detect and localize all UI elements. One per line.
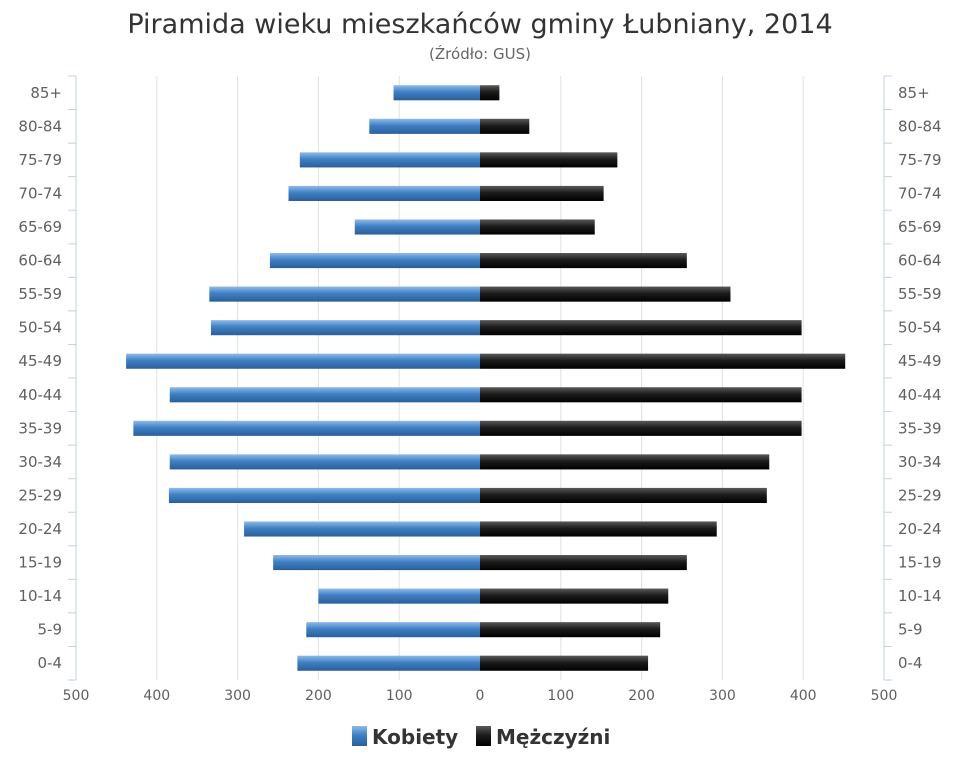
bar-kobiety-60-64 xyxy=(269,253,480,269)
category-label-right: 15-19 xyxy=(898,554,942,572)
bar-mezczyzni-85+ xyxy=(480,85,500,101)
bar-mezczyzni-50-54 xyxy=(480,320,802,336)
legend-label: Mężczyźni xyxy=(496,725,610,749)
bar-mezczyzni-65-69 xyxy=(480,219,595,235)
category-label-left: 15-19 xyxy=(18,554,62,572)
bar-mezczyzni-75-79 xyxy=(480,152,618,168)
category-label-right: 35-39 xyxy=(898,419,942,437)
x-tick-labels: 500 400 300 200 100 0 100 200 300 400 500 xyxy=(63,688,898,704)
bar-mezczyzni-40-44 xyxy=(480,387,802,403)
bar-kobiety-65-69 xyxy=(354,219,480,235)
bar-kobiety-50-54 xyxy=(210,320,480,336)
category-label-left: 65-69 xyxy=(18,218,62,236)
bar-kobiety-70-74 xyxy=(288,185,480,201)
category-label-right: 65-69 xyxy=(898,218,942,236)
category-label-right: 25-29 xyxy=(898,486,942,504)
bar-mezczyzni-55-59 xyxy=(480,286,731,302)
category-label-right: 45-49 xyxy=(898,352,942,370)
bar-kobiety-85+ xyxy=(393,85,480,101)
x-tick-label: 500 xyxy=(63,688,90,704)
bar-mezczyzni-45-49 xyxy=(480,353,846,369)
category-label-left: 25-29 xyxy=(18,486,62,504)
category-label-left: 5-9 xyxy=(38,621,63,639)
bar-mezczyzni-70-74 xyxy=(480,185,604,201)
bar-kobiety-75-79 xyxy=(299,152,480,168)
bar-mezczyzni-25-29 xyxy=(480,487,767,503)
bar-mezczyzni-60-64 xyxy=(480,253,687,269)
category-label-right: 85+ xyxy=(898,84,930,102)
category-label-left: 40-44 xyxy=(18,386,62,404)
category-label-right: 30-34 xyxy=(898,453,942,471)
category-label-left: 10-14 xyxy=(18,587,62,605)
category-label-left: 20-24 xyxy=(18,520,62,538)
bar-kobiety-30-34 xyxy=(169,454,480,470)
category-labels: 0-4 0-4 5-9 5-9 10-14 10-14 15-19 15-19 20-24 20-… xyxy=(18,84,941,672)
bar-mezczyzni-0-4 xyxy=(480,655,649,671)
category-label-left: 45-49 xyxy=(18,352,62,370)
bar-kobiety-35-39 xyxy=(133,420,481,436)
x-tick-label: 400 xyxy=(143,688,170,704)
category-label-right: 50-54 xyxy=(898,319,942,337)
bar-mezczyzni-35-39 xyxy=(480,420,802,436)
category-label-left: 60-64 xyxy=(18,252,62,270)
bar-mezczyzni-20-24 xyxy=(480,521,717,537)
bar-kobiety-40-44 xyxy=(169,387,480,403)
bar-kobiety-80-84 xyxy=(369,118,480,134)
legend-swatch xyxy=(476,726,491,746)
bar-mezczyzni-10-14 xyxy=(480,588,669,604)
category-label-right: 60-64 xyxy=(898,252,942,270)
category-label-left: 70-74 xyxy=(18,184,62,202)
bar-kobiety-15-19 xyxy=(273,555,480,571)
legend-item-mezczyzni[interactable]: Mężczyźni xyxy=(476,725,610,749)
x-tick-label: 0 xyxy=(476,688,485,704)
x-tick-label: 100 xyxy=(386,688,413,704)
category-label-right: 5-9 xyxy=(898,621,923,639)
category-label-left: 75-79 xyxy=(18,151,62,169)
bar-mezczyzni-15-19 xyxy=(480,555,687,571)
category-label-left: 55-59 xyxy=(18,285,62,303)
bar-kobiety-25-29 xyxy=(168,487,481,503)
x-tick-label: 300 xyxy=(224,688,251,704)
axes xyxy=(68,75,892,681)
bars xyxy=(126,85,846,671)
bar-kobiety-45-49 xyxy=(126,353,480,369)
category-label-left: 0-4 xyxy=(38,654,63,672)
chart-subtitle: (Źródło: GUS) xyxy=(429,44,531,63)
x-tick-label: 200 xyxy=(305,688,332,704)
x-tick-label: 500 xyxy=(871,688,898,704)
category-label-right: 80-84 xyxy=(898,117,942,135)
category-label-right: 20-24 xyxy=(898,520,942,538)
bar-kobiety-20-24 xyxy=(244,521,480,537)
bar-kobiety-10-14 xyxy=(318,588,480,604)
legend[interactable]: Kobiety Mężczyźni xyxy=(352,725,610,749)
chart-title: Piramida wieku mieszkańców gminy Łubnian… xyxy=(127,9,832,40)
bar-kobiety-5-9 xyxy=(306,622,480,638)
category-label-right: 10-14 xyxy=(898,587,942,605)
bar-kobiety-55-59 xyxy=(209,286,480,302)
legend-swatch xyxy=(352,726,367,746)
category-label-right: 70-74 xyxy=(898,184,942,202)
legend-item-kobiety[interactable]: Kobiety xyxy=(352,725,458,749)
category-label-left: 50-54 xyxy=(18,319,62,337)
legend-label: Kobiety xyxy=(372,725,458,749)
bar-mezczyzni-5-9 xyxy=(480,622,661,638)
category-label-right: 55-59 xyxy=(898,285,942,303)
x-tick-label: 300 xyxy=(709,688,736,704)
bar-mezczyzni-30-34 xyxy=(480,454,770,470)
category-label-left: 30-34 xyxy=(18,453,62,471)
bar-kobiety-0-4 xyxy=(297,655,480,671)
category-label-right: 40-44 xyxy=(898,386,942,404)
category-label-left: 35-39 xyxy=(18,419,62,437)
category-label-left: 85+ xyxy=(30,84,62,102)
bar-mezczyzni-80-84 xyxy=(480,118,530,134)
x-tick-label: 400 xyxy=(790,688,817,704)
category-label-right: 0-4 xyxy=(898,654,923,672)
x-tick-label: 100 xyxy=(547,688,574,704)
category-label-left: 80-84 xyxy=(18,117,62,135)
x-tick-label: 200 xyxy=(628,688,655,704)
category-label-right: 75-79 xyxy=(898,151,942,169)
